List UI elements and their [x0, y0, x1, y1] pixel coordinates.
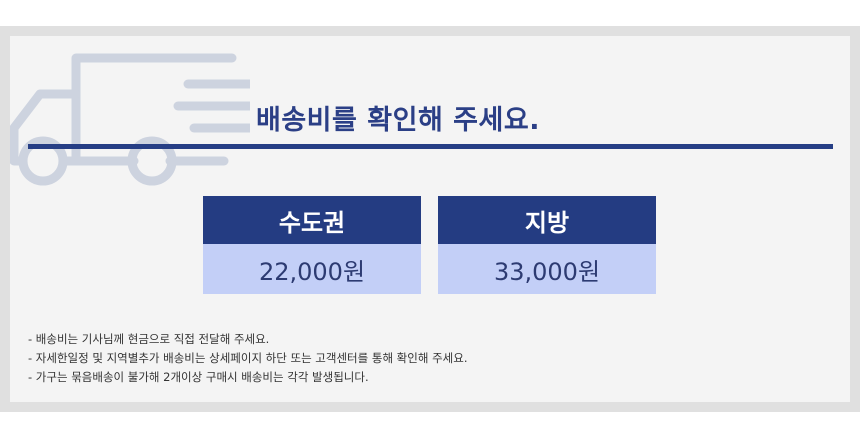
rate-region-label: 수도권: [203, 196, 421, 244]
title-divider: [28, 144, 833, 149]
rate-price: 22,000원: [203, 244, 421, 294]
note-item: - 배송비는 기사님께 현금으로 직접 전달해 주세요.: [28, 332, 270, 346]
shipping-panel: 배송비를 확인해 주세요. 수도권 22,000원 지방 33,000원 - 배…: [10, 36, 850, 402]
shipping-notes: - 배송비는 기사님께 현금으로 직접 전달해 주세요. - 자세한일정 및 지…: [28, 330, 467, 387]
note-item: - 가구는 묶음배송이 불가해 2개이상 구매시 배송비는 각각 발생됩니다.: [28, 370, 369, 384]
rate-region-label: 지방: [438, 196, 656, 244]
delivery-truck-icon: [10, 53, 250, 186]
rate-price: 33,000원: [438, 244, 656, 294]
rate-card-province: 지방 33,000원: [438, 196, 656, 294]
rate-card-metro: 수도권 22,000원: [203, 196, 421, 294]
note-item: - 자세한일정 및 지역별추가 배송비는 상세페이지 하단 또는 고객센터를 통…: [28, 351, 468, 365]
page-title: 배송비를 확인해 주세요.: [256, 105, 540, 136]
